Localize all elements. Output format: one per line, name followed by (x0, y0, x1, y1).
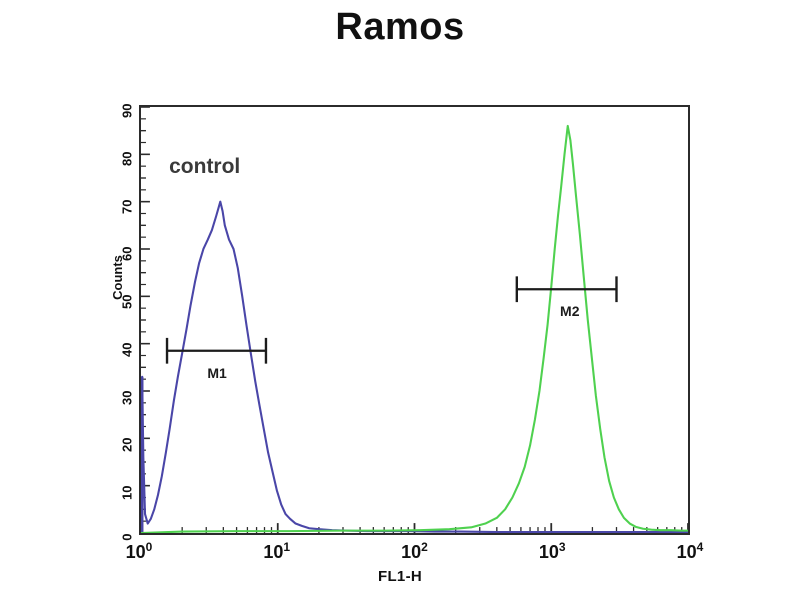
x-tick-1e0: 100 (125, 540, 153, 562)
y-tick-10: 10 (119, 485, 135, 501)
plot-area: M1 M2 control (139, 105, 690, 535)
gate-marker-m1[interactable] (165, 337, 268, 364)
x-tick-1e4: 104 (676, 540, 704, 562)
y-tick-40: 40 (119, 342, 135, 357)
gate-marker-m2[interactable] (515, 276, 618, 303)
histogram-canvas (141, 107, 688, 533)
gate-marker-label-m1: M1 (207, 365, 227, 382)
x-tick-1e3: 103 (538, 540, 566, 562)
gate-marker-label-m2: M2 (560, 302, 580, 319)
x-axis-label: FL1-H (378, 568, 422, 585)
y-tick-50: 50 (119, 294, 135, 310)
y-tick-90: 90 (119, 103, 135, 118)
gate-markers (165, 276, 618, 364)
trace-stained (141, 124, 688, 533)
annotation-control: control (169, 155, 241, 179)
y-tick-80: 80 (119, 151, 135, 166)
histogram-traces (141, 124, 688, 533)
y-tick-20: 20 (119, 437, 135, 453)
y-tick-30: 30 (119, 390, 135, 405)
y-tick-70: 70 (119, 199, 135, 214)
page-title: Ramos (335, 6, 465, 48)
x-tick-1e2: 102 (401, 540, 428, 562)
x-tick-1e1: 101 (263, 540, 291, 562)
y-tick-60: 60 (119, 246, 135, 262)
